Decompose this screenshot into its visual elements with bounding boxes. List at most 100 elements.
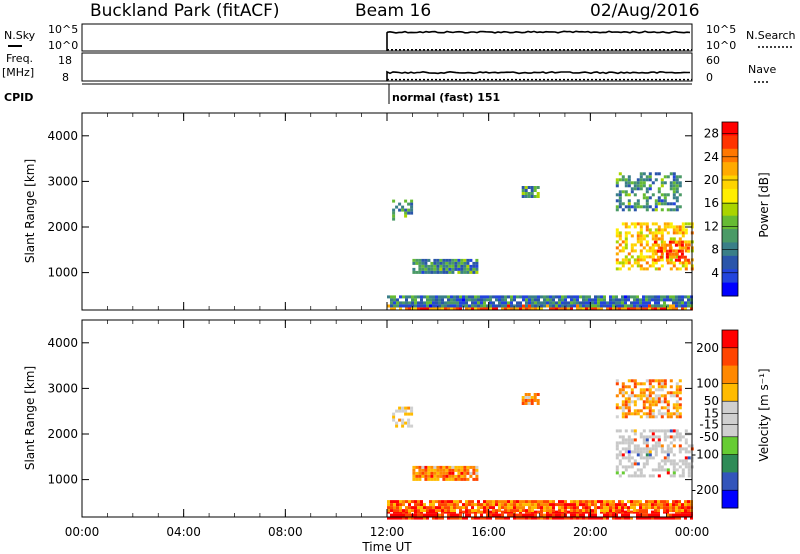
colorbar-segment xyxy=(722,269,738,284)
power-cell-5 xyxy=(657,231,661,235)
power-cell-5 xyxy=(651,222,655,226)
velocity-cell-5 xyxy=(663,459,667,463)
velocity-cell-1 xyxy=(582,509,585,513)
velocity-cell-6 xyxy=(624,397,628,401)
power-cell-1 xyxy=(426,295,429,299)
colorbar-segment xyxy=(722,365,738,384)
colorbar-tick-label: -50 xyxy=(699,430,719,444)
velocity-cell-3 xyxy=(457,471,461,475)
power-cell-0 xyxy=(540,307,543,311)
velocity-cell-1 xyxy=(666,506,669,510)
velocity-cell-1 xyxy=(618,503,621,507)
velocity-cell-0 xyxy=(585,516,588,520)
power-cell-0 xyxy=(675,307,678,311)
power-cell-7 xyxy=(636,181,640,185)
velocity-cell-5 xyxy=(621,456,625,460)
velocity-cell-1 xyxy=(573,509,576,513)
power-cell-5 xyxy=(648,228,652,232)
power-cell-5 xyxy=(678,243,682,247)
power-cell-0 xyxy=(420,307,423,311)
velocity-cell-1 xyxy=(552,500,555,504)
velocity-cell-4 xyxy=(530,396,534,399)
velocity-cell-0 xyxy=(423,513,426,517)
power-cell-1 xyxy=(525,304,528,308)
velocity-cell-1 xyxy=(510,500,513,504)
power-cell-5 xyxy=(669,267,673,271)
power-cell-1 xyxy=(681,304,684,308)
velocity-cell-0 xyxy=(402,513,405,517)
power-cell-7 xyxy=(630,190,634,194)
velocity-cell-2 xyxy=(401,424,405,428)
power-cell-5 xyxy=(660,240,664,244)
velocity-cell-5 xyxy=(648,429,652,433)
power-cell-1 xyxy=(594,298,597,302)
velocity-cell-1 xyxy=(543,506,546,510)
velocity-cell-1 xyxy=(651,500,654,504)
power-cell-5 xyxy=(672,231,676,235)
power-cell-7 xyxy=(675,187,679,191)
velocity-cell-0 xyxy=(564,516,567,520)
power-cell-3 xyxy=(451,267,455,271)
power-cell-4 xyxy=(536,186,540,189)
velocity-cell-0 xyxy=(612,513,615,517)
velocity-cell-0 xyxy=(489,513,492,517)
power-cell-0 xyxy=(669,304,672,308)
power-cell-1 xyxy=(408,295,411,299)
velocity-cell-1 xyxy=(642,503,645,507)
velocity-cell-3 xyxy=(436,477,440,481)
velocity-cell-6 xyxy=(630,379,634,383)
power-cell-1 xyxy=(543,301,546,305)
velocity-cell-0 xyxy=(438,516,441,520)
power-cell-3 xyxy=(421,267,425,271)
power-cell-2 xyxy=(410,211,414,215)
power-cell-1 xyxy=(564,301,567,305)
velocity-cell-1 xyxy=(483,500,486,504)
power-cell-5 xyxy=(636,234,640,238)
velocity-cell-6 xyxy=(621,400,625,404)
velocity-cell-5 xyxy=(672,462,676,466)
velocity-cell-5 xyxy=(651,456,655,460)
velocity-cell-5 xyxy=(615,444,619,448)
velocity-cell-1 xyxy=(564,500,567,504)
power-cell-3 xyxy=(451,264,455,268)
velocity-cell-3 xyxy=(448,471,452,475)
velocity-cell-0 xyxy=(573,513,576,517)
velocity-cell-6 xyxy=(669,415,673,419)
power-cell-4 xyxy=(536,195,540,198)
velocity-cell-6 xyxy=(621,403,625,407)
power-cell-1 xyxy=(480,295,483,299)
power-cell-1 xyxy=(624,304,627,308)
velocity-cell-3 xyxy=(418,474,422,478)
velocity-cell-6 xyxy=(648,385,652,389)
power-cell-1 xyxy=(507,301,510,305)
velocity-cell-0 xyxy=(657,516,660,520)
velocity-cell-5 xyxy=(639,447,643,451)
power-cell-0 xyxy=(465,307,468,311)
velocity-cell-6 xyxy=(660,394,664,398)
power-cell-1 xyxy=(402,301,405,305)
power-cell-7 xyxy=(624,190,628,194)
velocity-cell-6 xyxy=(663,400,667,404)
velocity-cell-3 xyxy=(430,468,434,472)
power-cell-5 xyxy=(621,258,625,262)
velocity-cell-6 xyxy=(666,400,670,404)
power-cell-5 xyxy=(651,249,655,253)
velocity-cell-0 xyxy=(570,516,573,520)
velocity-cell-0 xyxy=(453,516,456,520)
power-cell-2 xyxy=(395,205,399,209)
power-cell-7 xyxy=(618,202,622,206)
power-cell-1 xyxy=(459,301,462,305)
colorbar-tick-label: 50 xyxy=(704,394,719,408)
power-cell-1 xyxy=(555,304,558,308)
power-cell-1 xyxy=(672,298,675,302)
velocity-cell-1 xyxy=(639,509,642,513)
velocity-cell-0 xyxy=(621,513,624,517)
cpid-label: CPID xyxy=(4,91,33,104)
power-cell-7 xyxy=(618,199,622,203)
velocity-cell-1 xyxy=(483,506,486,510)
power-cell-5 xyxy=(681,234,685,238)
velocity-cell-6 xyxy=(633,394,637,398)
velocity-cell-3 xyxy=(412,468,416,472)
velocity-cell-1 xyxy=(432,506,435,510)
velocity-cell-1 xyxy=(636,503,639,507)
